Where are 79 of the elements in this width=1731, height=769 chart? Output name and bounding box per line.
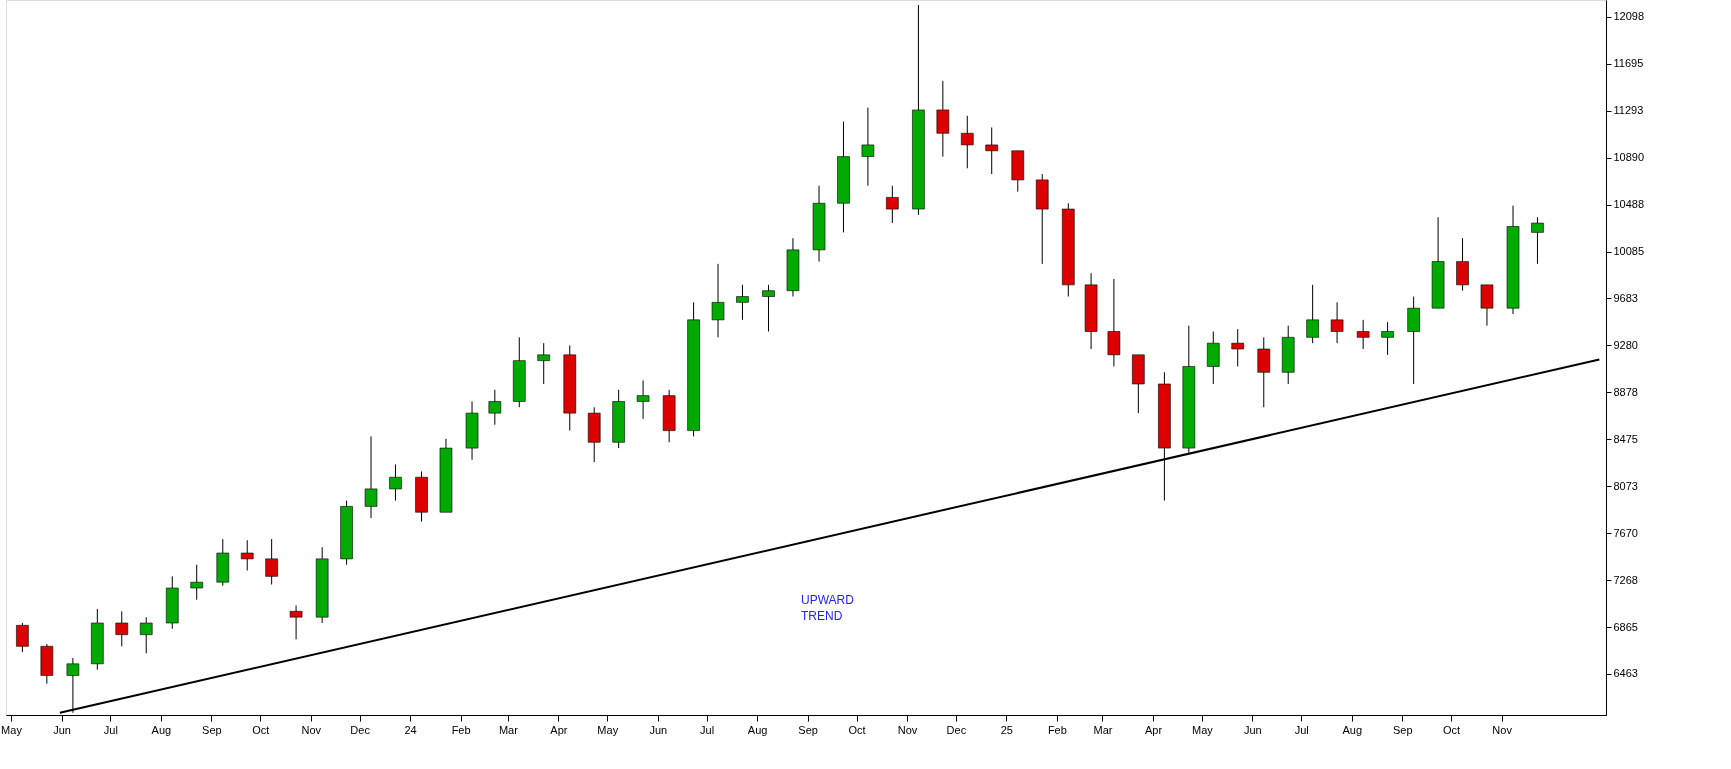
x-tick-label: Oct [848, 723, 866, 736]
y-tick-label: 10890 [1613, 151, 1645, 164]
candlestick [711, 263, 725, 338]
x-tick-label: May [1, 723, 23, 736]
candlestick [1206, 331, 1220, 385]
x-tick-label: Sep [798, 723, 818, 736]
x-tick-label: Feb [451, 723, 471, 736]
y-tick-label: 6463 [1613, 667, 1638, 680]
candlestick [960, 115, 974, 169]
candlestick [636, 379, 650, 420]
candlestick [115, 610, 129, 647]
x-tick-label: Sep [202, 723, 222, 736]
y-tick-label: 7268 [1613, 573, 1638, 586]
candlestick [1231, 328, 1245, 367]
x-tick-label: Jun [649, 723, 668, 736]
candlestick [861, 107, 875, 187]
candlestick [1330, 301, 1344, 344]
candlestick [1257, 336, 1271, 408]
candlestick [364, 435, 378, 519]
candlestick [240, 539, 254, 572]
candlestick [488, 389, 502, 426]
candlestick [16, 622, 29, 653]
y-tick-label: 9280 [1613, 338, 1638, 351]
x-tick-label: Oct [252, 723, 270, 736]
y-tick-label: 11293 [1613, 104, 1644, 117]
x-tick-label: Dec [946, 723, 967, 736]
x-tick-label: Aug [747, 723, 768, 736]
x-tick-label: 25 [1000, 723, 1013, 736]
y-tick-label: 11695 [1613, 57, 1644, 70]
x-tick-label: Apr [1144, 723, 1163, 736]
y-tick-label: 10085 [1613, 245, 1645, 258]
y-tick-label: 8475 [1613, 432, 1638, 445]
x-tick-label: Nov [897, 723, 918, 736]
y-tick-label: 8878 [1613, 385, 1638, 398]
y-tick-label: 8073 [1613, 479, 1638, 492]
candlestick [139, 616, 153, 654]
x-tick-label: Jun [1244, 723, 1262, 736]
candlestick [265, 538, 278, 586]
y-tick-label: 9683 [1613, 292, 1638, 304]
x-tick-label: Mar [498, 723, 519, 736]
x-tick-label: Jul [103, 723, 118, 736]
x-tick-label: Jul [1294, 723, 1309, 736]
x-tick-label: Nov [1492, 723, 1513, 736]
x-tick-label: Feb [1047, 723, 1067, 736]
candlestick [389, 463, 402, 502]
candlestick [1107, 278, 1121, 367]
candlestick [936, 80, 950, 158]
y-tick-label: 12098 [1613, 10, 1645, 23]
candlestick [736, 284, 749, 321]
y-tick-label: 6865 [1613, 620, 1638, 633]
candlestick [1407, 296, 1420, 385]
annotation: UPWARD TREND [801, 593, 855, 623]
x-tick-label: Dec [350, 723, 371, 736]
x-tick-label: Oct [1443, 723, 1461, 736]
candlestick [537, 342, 551, 385]
candlestick [289, 605, 303, 640]
x-tick-label: Sep [1392, 723, 1413, 736]
candlestick [762, 284, 775, 332]
x-tick-label: 24 [404, 723, 417, 736]
candlestick [190, 564, 204, 601]
x-tick-label: Nov [301, 723, 322, 736]
candlestick [1480, 284, 1494, 327]
y-tick-label: 10488 [1613, 198, 1645, 211]
x-tick-label: Mar [1093, 723, 1113, 736]
x-tick-label: Jul [700, 723, 715, 736]
candlestick [1306, 284, 1319, 344]
candlestick [886, 185, 899, 224]
y-tick-label: 7670 [1613, 526, 1638, 539]
candlestick [1456, 237, 1469, 292]
x-tick-label: Apr [550, 723, 568, 736]
candlestick [985, 126, 999, 175]
x-tick-label: Aug [151, 723, 172, 736]
candlestick [1356, 319, 1370, 350]
x-tick-label: May [1191, 723, 1214, 736]
x-tick-label: May [597, 723, 619, 736]
x-tick-label: Aug [1342, 723, 1363, 736]
x-tick-label: Jun [53, 723, 71, 736]
candlestick [1381, 321, 1394, 356]
candlestick [1531, 216, 1544, 265]
